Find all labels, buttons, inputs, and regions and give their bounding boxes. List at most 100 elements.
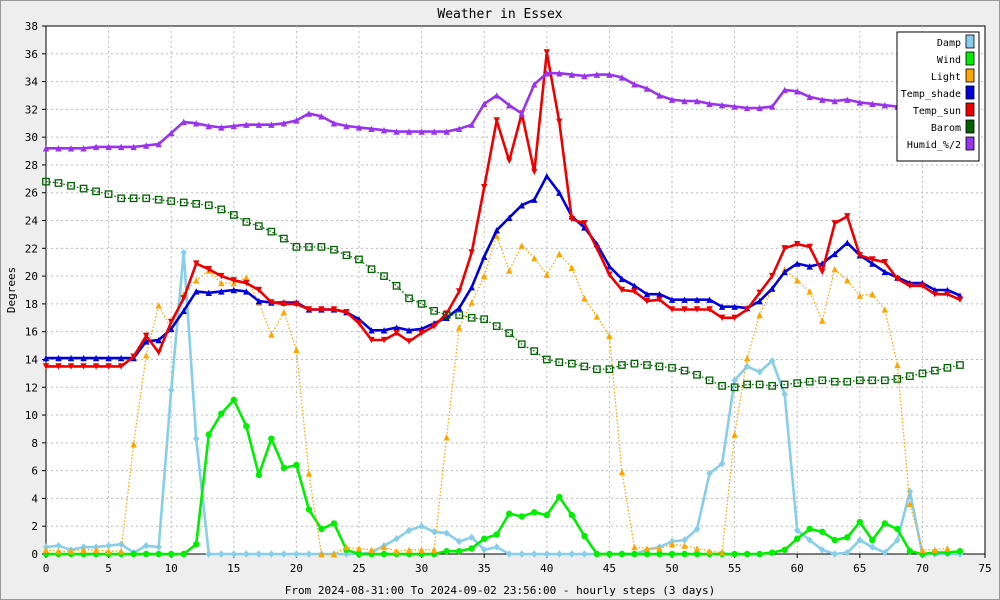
data-point-temp-shade [255, 297, 263, 305]
data-point-temp-sun [919, 282, 926, 290]
data-point-temp-shade [67, 354, 75, 362]
data-point-humid-2 [67, 145, 75, 152]
data-point-wind [731, 550, 738, 558]
data-point-temp-sun [468, 249, 475, 256]
y-tick-label: 0 [31, 548, 38, 561]
data-point-light [142, 352, 150, 359]
data-point-light [218, 279, 225, 287]
data-point-barom [680, 366, 689, 375]
data-point-wind [468, 545, 475, 552]
data-point-temp-sun [794, 240, 801, 248]
data-point-temp-sun [142, 332, 150, 340]
data-point-temp-sun [656, 296, 663, 303]
y-tick-label: 8 [31, 437, 38, 450]
data-point-temp-sun [894, 275, 901, 283]
data-point-damp [443, 529, 450, 537]
data-point-humid-2 [443, 128, 450, 135]
data-point-humid-2 [518, 110, 525, 117]
data-point-temp-sun [180, 295, 187, 302]
data-point-light [681, 542, 688, 549]
data-point-wind [844, 534, 851, 541]
data-point-barom [768, 382, 777, 390]
data-point-humid-2 [55, 145, 62, 152]
y-tick-label: 28 [25, 159, 38, 172]
data-point-barom [655, 362, 664, 371]
data-point-temp-shade [656, 290, 663, 298]
data-point-barom [117, 194, 125, 203]
data-point-damp [743, 362, 751, 371]
data-point-light [355, 545, 363, 552]
data-point-temp-shade [142, 338, 150, 345]
data-point-temp-shade [794, 260, 801, 267]
data-point-barom [830, 377, 839, 386]
data-point-light [856, 292, 863, 299]
data-point-humid-2 [631, 81, 638, 88]
data-point-humid-2 [180, 118, 187, 126]
data-point-barom [217, 205, 226, 214]
data-point-wind [531, 509, 538, 516]
data-point-humid-2 [543, 70, 550, 77]
y-axis-label: Degrees [5, 267, 18, 313]
data-point-humid-2 [781, 86, 788, 94]
data-point-light [42, 546, 50, 554]
data-point-damp [844, 548, 851, 557]
data-point-temp-sun [418, 329, 425, 337]
data-point-temp-sun [205, 265, 212, 273]
data-point-temp-shade [531, 196, 538, 203]
data-point-temp-sun [268, 299, 275, 306]
data-point-damp [105, 541, 112, 550]
data-point-wind [305, 506, 313, 513]
data-point-damp [706, 469, 713, 478]
data-point-damp [581, 550, 588, 558]
data-point-temp-sun [343, 309, 350, 316]
data-point-humid-2 [794, 88, 801, 95]
x-tick-label: 35 [478, 562, 491, 575]
data-point-light [643, 545, 651, 552]
data-point-humid-2 [668, 96, 676, 103]
data-point-barom [92, 187, 100, 196]
y-tick-label: 16 [25, 326, 38, 339]
data-point-temp-sun [105, 363, 112, 370]
data-point-light [718, 549, 726, 556]
data-point-damp [681, 536, 688, 544]
data-point-temp-sun [781, 245, 788, 252]
data-point-light [443, 434, 450, 441]
data-point-damp [455, 537, 463, 546]
data-point-temp-sun [831, 220, 838, 227]
data-point-temp-sun [193, 260, 200, 267]
x-axis-label: From 2024-08-31:00 To 2024-09-02 23:56:0… [285, 584, 715, 597]
data-point-temp-shade [543, 172, 550, 180]
legend-swatch [965, 51, 975, 66]
data-point-temp-sun [856, 252, 863, 259]
data-point-damp [693, 525, 701, 533]
data-point-barom [630, 359, 639, 368]
data-point-temp-shade [193, 288, 200, 295]
data-point-humid-2 [756, 104, 763, 112]
series-line-temp-sun [46, 51, 961, 368]
data-point-wind [618, 550, 626, 558]
data-point-temp-sun [844, 213, 851, 220]
data-point-barom [104, 190, 113, 198]
data-point-temp-sun [405, 338, 413, 345]
data-point-barom [142, 194, 151, 203]
data-point-light [493, 232, 500, 240]
data-point-light [806, 288, 813, 295]
data-point-light [831, 265, 838, 273]
data-point-light [581, 295, 588, 302]
data-point-damp [506, 550, 513, 558]
data-point-temp-shade [706, 296, 713, 303]
data-point-light [155, 302, 162, 309]
data-point-temp-sun [631, 288, 638, 295]
data-point-barom [280, 234, 288, 243]
data-point-humid-2 [130, 143, 137, 151]
data-point-temp-shade [230, 286, 237, 294]
data-point-barom [467, 313, 476, 322]
data-point-wind [656, 550, 663, 558]
x-tick-label: 5 [105, 562, 112, 575]
data-point-barom [480, 315, 489, 324]
data-point-damp [768, 357, 776, 365]
data-point-damp [831, 550, 838, 558]
data-point-light [944, 545, 951, 552]
data-point-humid-2 [455, 125, 463, 133]
data-point-wind [543, 511, 550, 519]
